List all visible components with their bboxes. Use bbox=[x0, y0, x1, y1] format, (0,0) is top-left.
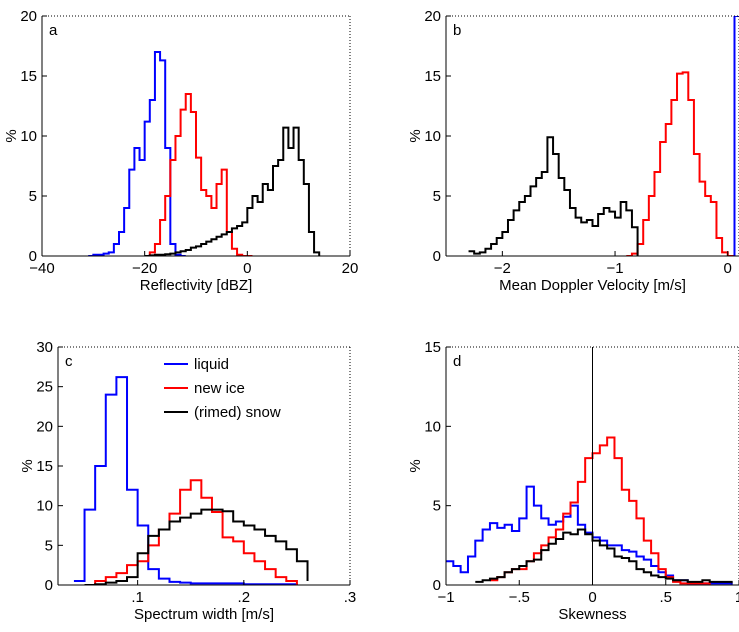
chart-panel-b: −2 −1 0 0 5 10 15 20 Mean Doppler Velocity [m/s]… bbox=[407, 8, 739, 294]
y-tick-label-b-3: 15 bbox=[424, 68, 441, 85]
x-tick-label-b-2: 0 bbox=[724, 260, 732, 277]
y-axis-label-a: % bbox=[3, 129, 20, 142]
series-line-c-1 bbox=[84, 479, 298, 585]
panel-label-d: d bbox=[453, 353, 461, 370]
y-tick-label-c-3: 15 bbox=[36, 458, 53, 475]
x-axis-label-c: Spectrum width [m/s] bbox=[134, 606, 274, 623]
y-tick-label-d-2: 10 bbox=[424, 418, 441, 435]
y-axis-label-b: % bbox=[407, 129, 424, 142]
series-line-a-1 bbox=[144, 93, 253, 256]
chart-panel-d: −1−.50.51051015Skewness%d bbox=[407, 339, 739, 623]
series-line-c-2 bbox=[84, 508, 309, 585]
x-tick-label-a-2: 0 bbox=[243, 260, 251, 277]
y-tick-label-a-0: 0 bbox=[29, 248, 37, 265]
y-tick-label-c-1: 5 bbox=[45, 537, 53, 554]
x-tick-label-d-4: 1 bbox=[735, 589, 739, 606]
y-tick-label-d-3: 15 bbox=[424, 339, 441, 356]
x-tick-label-c-0: .1 bbox=[131, 589, 144, 606]
series-line-d-2 bbox=[475, 528, 733, 584]
x-axis-label-d: Skewness bbox=[558, 606, 626, 623]
x-tick-label-d-0: −1 bbox=[437, 589, 454, 606]
legend-label-0: liquid bbox=[194, 356, 229, 373]
y-tick-label-d-1: 5 bbox=[433, 498, 441, 515]
series-line-d-1 bbox=[489, 436, 711, 585]
panel-label-a: a bbox=[49, 22, 58, 39]
y-tick-label-b-1: 5 bbox=[433, 188, 441, 205]
y-tick-label-d-0: 0 bbox=[433, 577, 441, 594]
panel-label-b: b bbox=[453, 22, 461, 39]
series-line-b-2 bbox=[468, 136, 639, 256]
x-tick-label-a-1: −20 bbox=[132, 260, 157, 277]
panel-label-c: c bbox=[65, 353, 73, 370]
x-axis-label-a: Reflectivity [dBZ] bbox=[140, 277, 253, 294]
y-tick-label-c-2: 10 bbox=[36, 498, 53, 515]
y-tick-label-a-2: 10 bbox=[20, 128, 37, 145]
x-tick-label-b-0: −2 bbox=[494, 260, 511, 277]
y-axis-label-c: % bbox=[19, 459, 36, 472]
series-line-c-0 bbox=[73, 376, 298, 585]
y-tick-label-a-4: 20 bbox=[20, 8, 37, 25]
y-tick-label-c-0: 0 bbox=[45, 577, 53, 594]
x-tick-label-d-1: −.5 bbox=[509, 589, 530, 606]
series-line-b-0 bbox=[732, 16, 739, 256]
legend-label-2: (rimed) snow bbox=[194, 404, 281, 421]
y-tick-label-a-3: 15 bbox=[20, 68, 37, 85]
legend: liquid new ice (rimed) snow bbox=[164, 356, 281, 421]
x-axis-label-b: Mean Doppler Velocity [m/s] bbox=[499, 277, 686, 294]
legend-label-1: new ice bbox=[194, 380, 245, 397]
y-tick-label-b-4: 20 bbox=[424, 8, 441, 25]
chart-panel-a: −40 −20 0 20 0 5 10 15 20 Reflectivity [dBZ]% a bbox=[3, 8, 358, 294]
x-tick-label-c-1: .2 bbox=[238, 589, 251, 606]
x-tick-label-a-0: −40 bbox=[29, 260, 54, 277]
x-tick-label-b-1: −1 bbox=[606, 260, 623, 277]
series-line-a-0 bbox=[88, 51, 186, 256]
series-line-d-0 bbox=[446, 485, 733, 585]
y-tick-label-c-5: 25 bbox=[36, 379, 53, 396]
y-tick-label-a-1: 5 bbox=[29, 188, 37, 205]
y-tick-label-b-0: 0 bbox=[433, 248, 441, 265]
y-axis-label-d: % bbox=[407, 459, 424, 472]
series-line-a-2 bbox=[144, 126, 321, 256]
y-tick-label-c-6: 30 bbox=[36, 339, 53, 356]
y-tick-label-b-2: 10 bbox=[424, 128, 441, 145]
x-tick-label-c-2: .3 bbox=[344, 589, 357, 606]
y-tick-label-c-4: 20 bbox=[36, 418, 53, 435]
x-tick-label-d-3: .5 bbox=[659, 589, 672, 606]
x-tick-label-a-3: 20 bbox=[342, 260, 359, 277]
x-tick-label-d-2: 0 bbox=[588, 589, 596, 606]
chart-panel-c: .1 .2 .3 0 5 10 15 20 25 30 Spectrum width [m/s]% c… bbox=[19, 339, 356, 623]
series-line-b-1 bbox=[626, 71, 734, 256]
